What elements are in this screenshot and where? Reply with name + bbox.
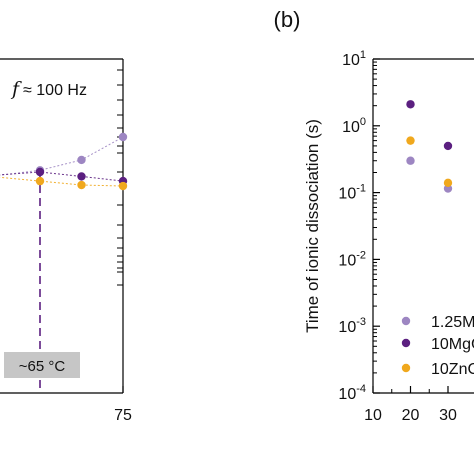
panel-a-data-point	[118, 181, 128, 191]
panel-b-y-tick-label: 10-4	[338, 383, 366, 403]
panel-b-y-tick-label: 10-1	[338, 183, 366, 203]
panel-a-data-point	[77, 172, 86, 181]
panel-b-label: (b)	[274, 7, 301, 32]
panel-b-y-tick-label: 100	[342, 116, 366, 136]
panel-a-temperature-box	[4, 352, 80, 378]
panel-b-data-point	[406, 100, 415, 109]
panel-b-y-tick-label: 101	[342, 49, 366, 69]
panel-a-data-point	[35, 176, 45, 186]
panel-b-x-tick-label: 10	[364, 407, 382, 424]
panel-b-y-tick-label: 10-2	[338, 249, 366, 269]
panel-b-data-point	[443, 141, 453, 151]
panel-a-x-tick-label: 75	[114, 407, 132, 424]
panel-a-frequency-label: f ≈ 100 Hz	[10, 78, 87, 100]
panel-a-data-point	[35, 167, 45, 177]
panel-b-legend-marker	[401, 338, 411, 348]
panel-b-y-tick-label: 10-3	[338, 316, 366, 336]
panel-a-data-point	[77, 155, 86, 165]
panel-a-chart: f ≈ 100 Hz ~65 °C 75	[0, 58, 132, 424]
panel-b-chart: (b) 101 100 10-1 10-2 10-3 10-4 10 20 30 Time o…	[274, 7, 474, 424]
panel-a-data-point	[77, 180, 86, 190]
panel-b-legend-label: 10ZnC	[431, 361, 474, 378]
panel-b-legend-marker	[401, 316, 411, 326]
panel-b-legend-label: 1.25Mi	[431, 314, 474, 331]
panel-b-y-axis-title: Time of ionic dissociation (s)	[303, 119, 322, 333]
panel-b-legend-marker	[401, 363, 411, 373]
panel-a-data-point	[118, 132, 128, 142]
panel-a-series-line	[0, 176, 124, 187]
panel-b-x-tick-label: 20	[402, 407, 420, 424]
panel-a-temperature-label: ~65 °C	[19, 358, 66, 375]
panel-b-legend-label: 10MgC	[431, 336, 474, 353]
panel-a-series-line	[0, 171, 124, 182]
panel-b-x-tick-label: 30	[439, 407, 457, 424]
panel-a-series-line	[0, 136, 124, 176]
panel-b-data-point	[406, 136, 415, 145]
panel-b-data-point	[406, 156, 415, 165]
panel-b-data-point	[443, 178, 453, 188]
